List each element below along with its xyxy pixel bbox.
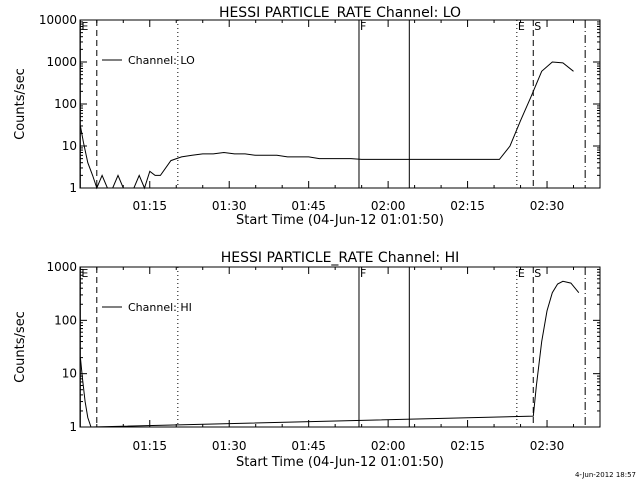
x-axis-label: Start Time (04-Jun-12 01:01:50) [236,213,444,228]
plot-frame [79,266,601,428]
y-tick-label: 1 [69,181,77,195]
y-tick-label: 100 [54,97,77,111]
x-tick-label: 01:45 [291,199,326,213]
x-tick-label: 01:30 [212,199,247,213]
chart-title: HESSI PARTICLE_RATE Channel: HI [221,250,459,266]
x-tick-label: 01:30 [212,439,247,453]
x-tick-label: 02:00 [371,199,406,213]
x-tick-label: 02:00 [371,439,406,453]
y-tick-label: 10 [62,139,77,153]
y-tick-label: 10 [62,367,77,381]
y-axis-label: Counts/sec [13,68,28,140]
x-tick-label: 02:30 [530,439,565,453]
y-axis-label: Counts/sec [13,311,28,383]
y-tick-label: 1000 [46,55,77,69]
event-marker-label: S [534,20,541,33]
plot-frame [79,19,601,189]
event-marker-label: S [534,267,541,280]
panel-lo: HESSI PARTICLE_RATE Channel: LO 1 10 100 100… [13,5,601,228]
x-tick-label: 01:45 [291,439,326,453]
x-tick-label: 01:15 [132,439,167,453]
chart-title: HESSI PARTICLE_RATE Channel: LO [219,5,461,21]
x-tick-label: 02:15 [450,199,485,213]
series-line [79,280,580,428]
x-tick-label: 02:15 [450,439,485,453]
legend-label: Channel: LO [128,54,195,67]
panel-hi: HESSI PARTICLE_RATE Channel: HI 1 10 100 100… [13,250,601,470]
event-marker-label: E [518,267,525,280]
event-marker-label: E [518,20,525,33]
y-tick-label: 1000 [46,260,77,274]
date-stamp: 4-Jun-2012 18:57 [575,471,636,479]
x-axis-label: Start Time (04-Jun-12 01:01:50) [236,455,444,470]
x-tick-label: 02:30 [530,199,565,213]
legend-label: Channel: HI [128,301,192,314]
y-tick-label: 1 [69,420,77,434]
event-marker-label: F [360,20,366,33]
event-marker-label: E [81,20,88,33]
event-marker-label: F [360,267,366,280]
event-marker-label: E [81,267,88,280]
x-tick-label: 01:15 [132,199,167,213]
y-tick-label: 10000 [39,13,77,27]
y-tick-label: 100 [54,313,77,327]
series-line [79,61,574,190]
